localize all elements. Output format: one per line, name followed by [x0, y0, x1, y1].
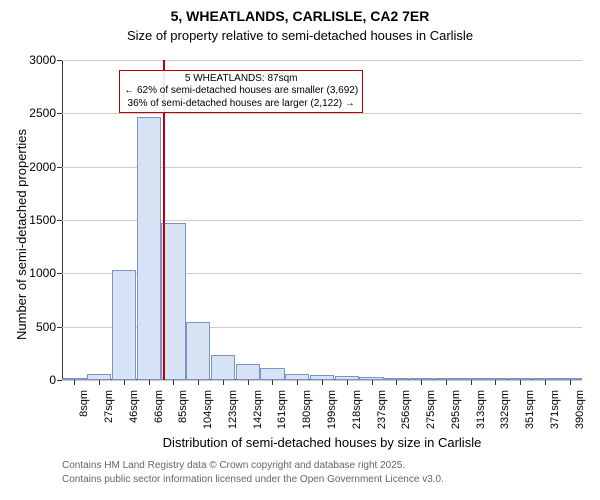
chart-container: 5, WHEATLANDS, CARLISLE, CA2 7ER Size of… [0, 0, 600, 500]
x-tick-mark [396, 380, 397, 385]
x-tick-mark [421, 380, 422, 385]
histogram-bar [260, 368, 284, 380]
y-tick-label: 2500 [29, 106, 62, 120]
y-axis-label: Number of semi-detached properties [14, 129, 29, 340]
histogram-bar [186, 322, 210, 380]
histogram-bar [211, 355, 235, 380]
x-tick-label: 371sqm [549, 386, 561, 440]
annotation-line: 36% of semi-detached houses are larger (… [124, 98, 358, 111]
annotation-line: ← 62% of semi-detached houses are smalle… [124, 85, 358, 98]
x-tick-mark [297, 380, 298, 385]
annotation-line: 5 WHEATLANDS: 87sqm [124, 73, 358, 86]
x-tick-mark [74, 380, 75, 385]
y-tick-label: 1500 [29, 213, 62, 227]
y-tick-label: 500 [36, 320, 62, 334]
y-tick-label: 3000 [29, 53, 62, 67]
x-tick-label: 313sqm [475, 386, 487, 440]
x-tick-label: 237sqm [376, 386, 388, 440]
x-tick-label: 161sqm [276, 386, 288, 440]
x-tick-mark [471, 380, 472, 385]
x-tick-label: 390sqm [574, 386, 586, 440]
gridline [62, 113, 582, 114]
gridline [62, 60, 582, 61]
x-tick-mark [520, 380, 521, 385]
x-tick-label: 256sqm [400, 386, 412, 440]
footer-line-2: Contains public sector information licen… [62, 474, 444, 485]
histogram-bar [112, 270, 136, 380]
x-tick-mark [446, 380, 447, 385]
x-tick-mark [223, 380, 224, 385]
x-tick-label: 142sqm [252, 386, 264, 440]
x-tick-label: 332sqm [499, 386, 511, 440]
chart-subtitle: Size of property relative to semi-detach… [0, 28, 600, 43]
histogram-bar [137, 117, 161, 380]
y-tick-label: 2000 [29, 160, 62, 174]
x-tick-label: 85sqm [177, 386, 189, 440]
x-tick-mark [248, 380, 249, 385]
x-tick-label: 123sqm [227, 386, 239, 440]
x-tick-mark [495, 380, 496, 385]
x-tick-mark [545, 380, 546, 385]
x-tick-mark [272, 380, 273, 385]
x-tick-mark [124, 380, 125, 385]
x-tick-mark [322, 380, 323, 385]
x-tick-label: 275sqm [425, 386, 437, 440]
x-tick-mark [570, 380, 571, 385]
x-tick-mark [99, 380, 100, 385]
chart-title: 5, WHEATLANDS, CARLISLE, CA2 7ER [0, 8, 600, 24]
x-tick-label: 27sqm [103, 386, 115, 440]
x-axis-label: Distribution of semi-detached houses by … [62, 435, 582, 450]
x-tick-mark [173, 380, 174, 385]
x-tick-label: 218sqm [351, 386, 363, 440]
y-tick-label: 1000 [29, 266, 62, 280]
x-tick-mark [149, 380, 150, 385]
x-tick-label: 104sqm [202, 386, 214, 440]
x-tick-mark [347, 380, 348, 385]
x-tick-mark [372, 380, 373, 385]
plot-area: 0500100015002000250030008sqm27sqm46sqm66… [62, 60, 582, 380]
x-tick-label: 8sqm [78, 386, 90, 440]
histogram-bar [236, 364, 260, 380]
x-tick-label: 46sqm [128, 386, 140, 440]
y-tick-label: 0 [49, 373, 62, 387]
x-tick-mark [198, 380, 199, 385]
x-tick-label: 66sqm [153, 386, 165, 440]
x-tick-label: 295sqm [450, 386, 462, 440]
x-tick-label: 199sqm [326, 386, 338, 440]
x-tick-label: 351sqm [524, 386, 536, 440]
annotation-box: 5 WHEATLANDS: 87sqm← 62% of semi-detache… [119, 70, 363, 114]
footer-line-1: Contains HM Land Registry data © Crown c… [62, 460, 405, 471]
x-tick-label: 180sqm [301, 386, 313, 440]
